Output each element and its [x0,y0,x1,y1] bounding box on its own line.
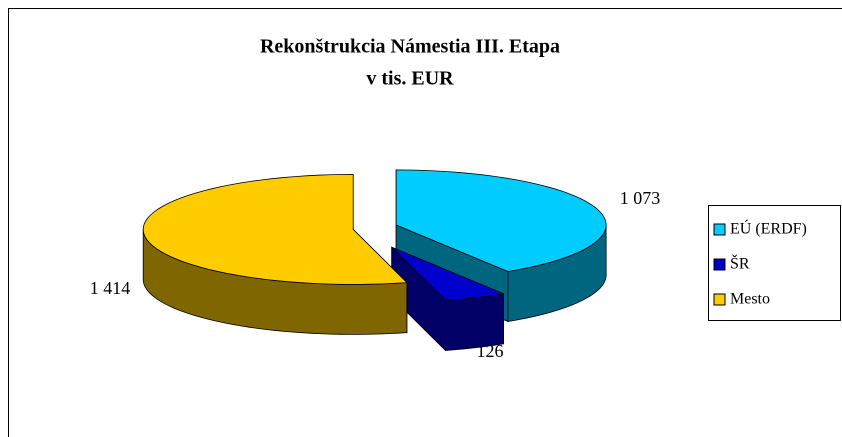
slice-top [391,246,505,301]
legend-swatch [713,258,726,271]
slice-top [395,169,607,272]
pie-slice [391,246,505,352]
legend-swatch [713,293,726,306]
legend-box [708,205,841,321]
slice-top [142,174,408,285]
data-label: 126 [477,341,504,361]
data-label: 1 073 [620,188,661,208]
legend-label: Mesto [730,291,770,308]
data-label: 1 414 [90,278,131,298]
chart-title: Rekonštrukcia Námestia III. Etapa [260,36,560,58]
legend-label: ŠR [730,254,750,273]
legend-swatch [713,223,726,236]
legend-label: EÚ (ERDF) [730,219,807,238]
pie-slice [142,174,408,335]
chart-subtitle: v tis. EUR [366,68,454,90]
